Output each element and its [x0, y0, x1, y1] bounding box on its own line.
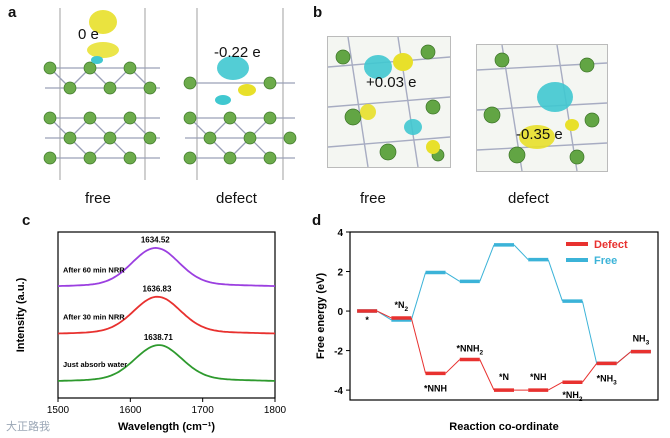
- intermediate-label-6: *NH2: [562, 390, 583, 403]
- intermediate-label-3: *NNH2: [456, 343, 483, 356]
- structure-a-free: [35, 8, 170, 180]
- structure-a-defect: [175, 8, 305, 180]
- x-tick-label-2: 1700: [192, 405, 215, 416]
- free-connector-3: [479, 244, 495, 282]
- y-tick-label-4: -4: [334, 386, 343, 397]
- charge-a-free: 0 e: [78, 26, 99, 43]
- structure-b-free: [327, 36, 451, 168]
- watermark: 大正路我: [6, 421, 50, 433]
- structure-b-defect: [476, 44, 608, 172]
- y-tick-label-0: 4: [337, 228, 343, 239]
- series-line-0: [57, 246, 276, 287]
- y-tick-label-1: 2: [337, 268, 343, 279]
- defect-connector-7: [616, 351, 632, 364]
- charge-b-free: +0.03 e: [366, 74, 417, 91]
- charge-a-defect: -0.22 e: [214, 44, 261, 61]
- intermediate-label-1: *N2: [395, 300, 409, 313]
- defect-connector-2: [445, 359, 461, 374]
- free-connector-2: [445, 272, 461, 282]
- panel-c-letter: c: [22, 212, 31, 229]
- intermediate-label-8: NH3: [633, 334, 650, 347]
- legend-label-0: Defect: [594, 239, 628, 251]
- x-axis-label: Reaction co-ordinate: [449, 421, 558, 433]
- plot-frame: [349, 231, 659, 401]
- x-tick-label-0: 1500: [47, 405, 70, 416]
- panel-b-letter: b: [313, 4, 323, 21]
- defect-connector-3: [479, 359, 495, 391]
- panel-b-defect-structure: [476, 44, 608, 172]
- peak-label-1: 1636.83: [143, 285, 172, 294]
- series-line-1: [57, 295, 276, 335]
- defect-connector-6: [582, 363, 598, 383]
- peak-label-2: 1638.71: [144, 333, 173, 342]
- legend-label-1: Free: [594, 255, 617, 267]
- panel-a-letter: a: [8, 4, 17, 21]
- series-line-2: [58, 344, 275, 382]
- panel-a-free-structure: [35, 8, 170, 180]
- free-energy-chart: 4 2 0 -2 -4 Free energy (eV) Reaction co-ordin…: [315, 228, 659, 433]
- y-tick-label-2: 0: [337, 307, 343, 318]
- intermediate-label-0: *: [365, 315, 369, 325]
- defect-connector-1: [410, 317, 427, 374]
- free-connector-1: [410, 272, 427, 321]
- intermediate-label-7: *NH3: [597, 373, 618, 386]
- caption-a-defect: defect: [216, 190, 257, 207]
- intermediate-label-4: *N: [499, 372, 509, 382]
- caption-b-defect: defect: [508, 190, 549, 207]
- x-axis-label: Wavelength (cm⁻¹): [118, 421, 215, 433]
- intermediate-label-2: *NNH: [424, 383, 447, 393]
- x-tick-label-3: 1800: [264, 405, 287, 416]
- panel-d-letter: d: [312, 212, 322, 229]
- caption-a-free: free: [85, 190, 111, 207]
- free-connector-6: [581, 301, 598, 364]
- panel-a-defect-structure: [175, 8, 305, 180]
- caption-b-free: free: [360, 190, 386, 207]
- x-tick-label-1: 1600: [119, 405, 142, 416]
- plot-frame: [57, 231, 276, 399]
- defect-connector-0: [376, 310, 392, 319]
- defect-connector-5: [547, 381, 563, 391]
- y-axis-label: Intensity (a.u.): [15, 277, 27, 352]
- peak-label-0: 1634.52: [141, 236, 170, 245]
- free-connector-5: [547, 259, 563, 302]
- series-name-1: After 30 min NRR: [63, 313, 125, 322]
- charge-b-defect: -0.35 e: [516, 126, 563, 143]
- ftir-chart: 1500 1600 1700 1800 Wavelength (cm⁻¹) Intensi…: [15, 231, 287, 433]
- series-name-0: After 60 min NRR: [63, 265, 125, 274]
- y-axis-label: Free energy (eV): [315, 273, 327, 360]
- panel-b-free-structure: [327, 36, 451, 168]
- y-tick-label-3: -2: [334, 347, 343, 358]
- series-name-2: Just absorb water: [63, 360, 127, 369]
- free-connector-4: [513, 244, 529, 261]
- intermediate-label-5: *NH: [530, 372, 547, 382]
